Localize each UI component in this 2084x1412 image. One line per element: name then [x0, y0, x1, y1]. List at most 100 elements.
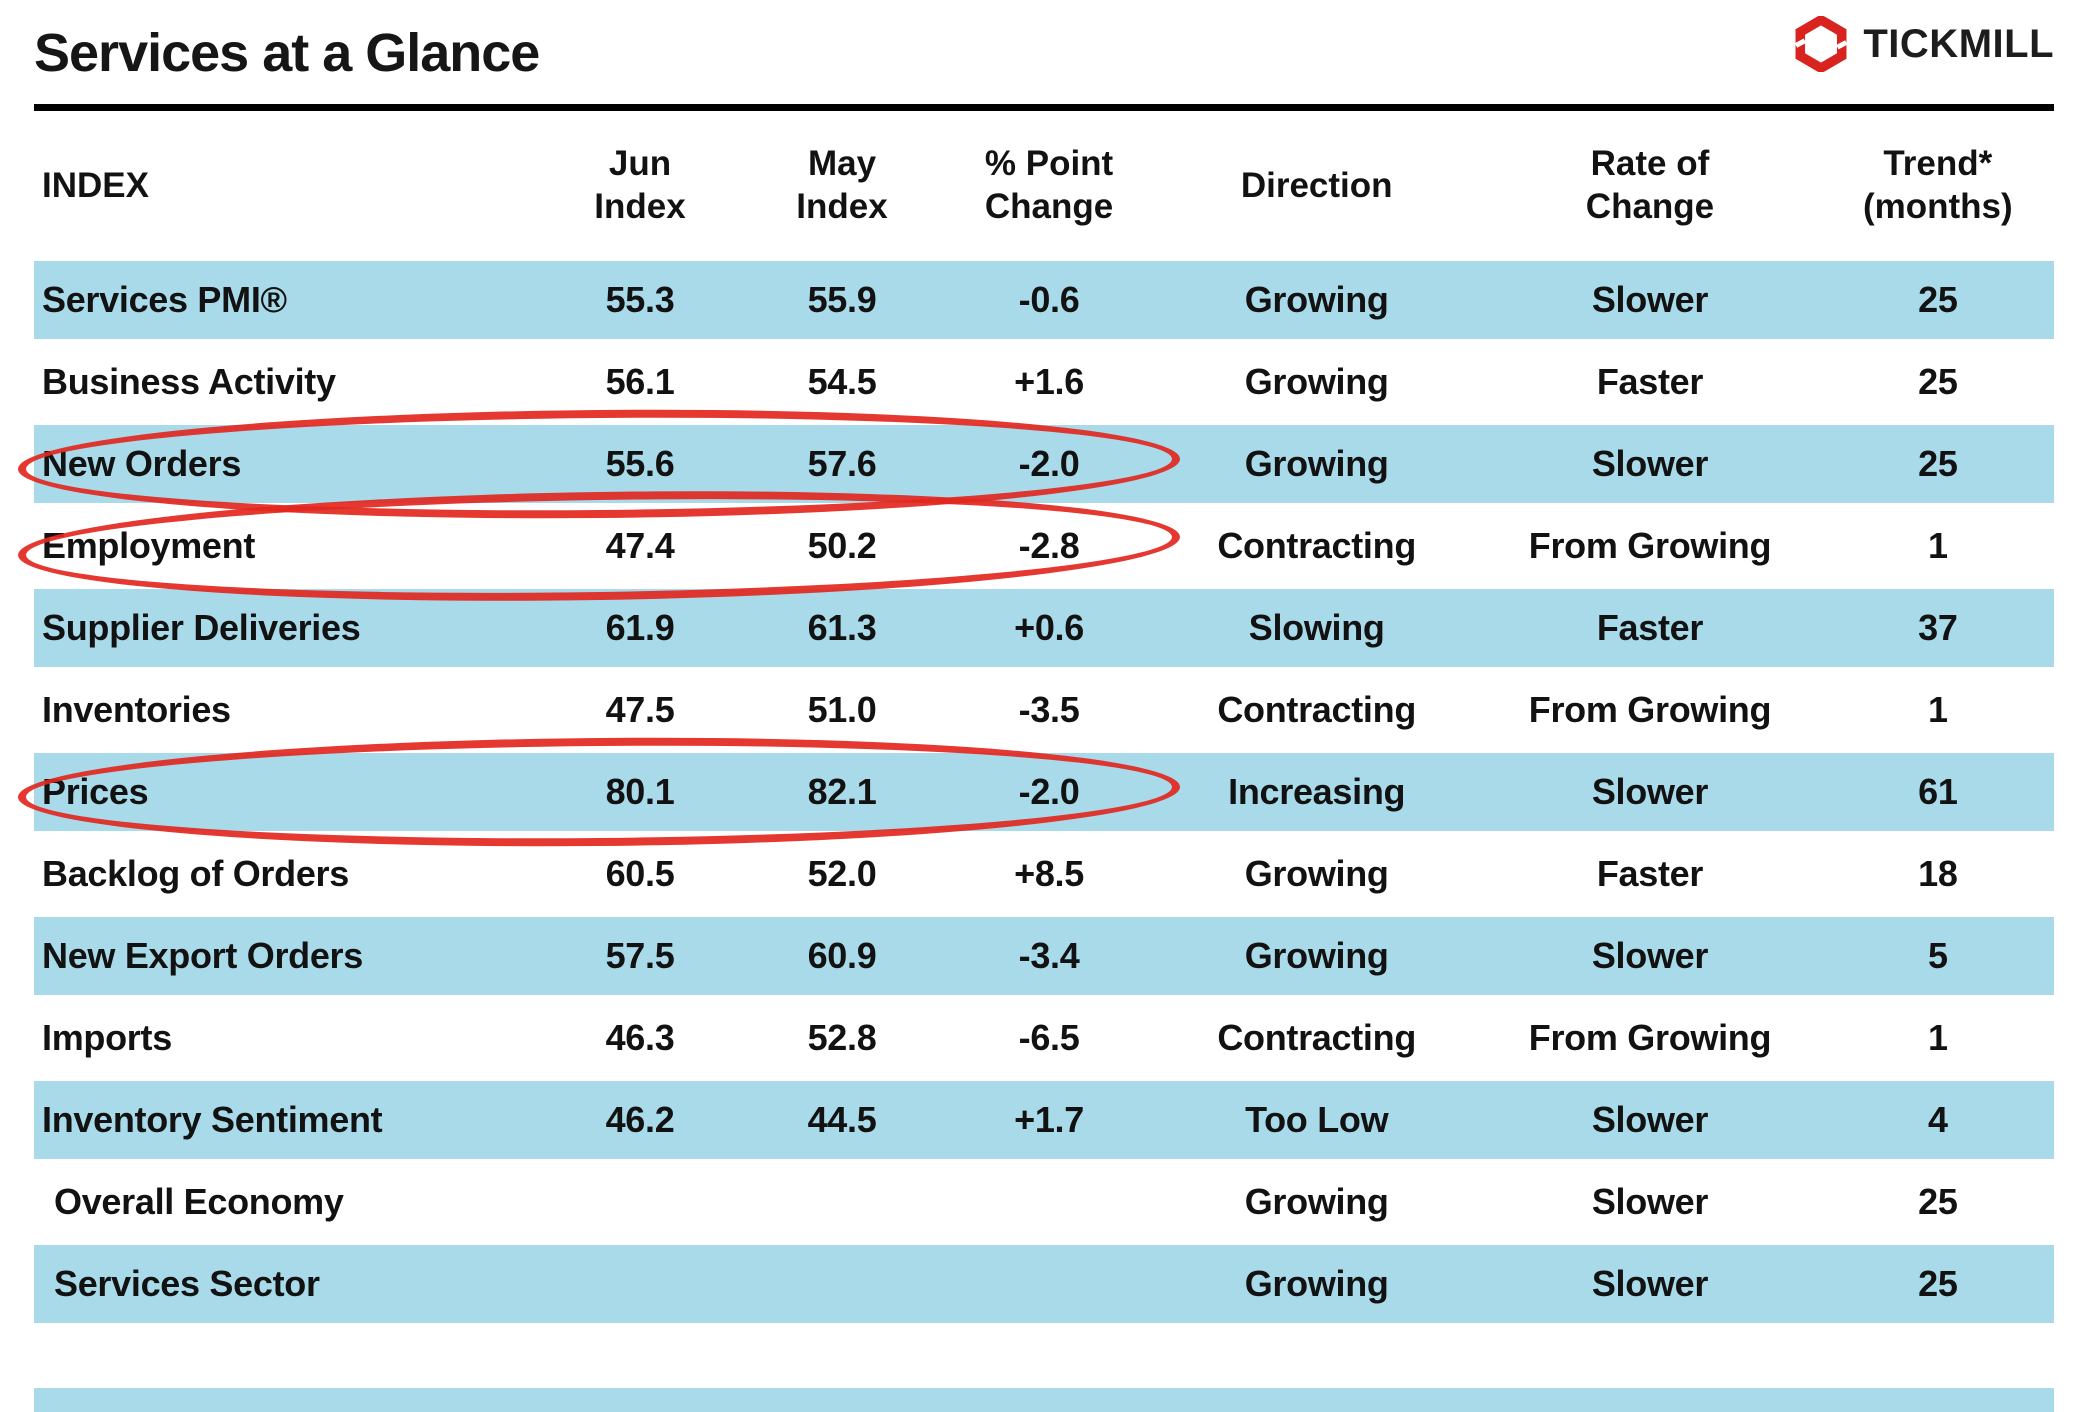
table-row-overall-economy: Overall Economy Growing Slower 25: [34, 1163, 2054, 1241]
cell-index: Inventory Sentiment: [42, 1099, 383, 1140]
header-line: Jun: [608, 144, 672, 184]
cell-jun: 47.4: [605, 525, 675, 566]
cell-rate: Slower: [1591, 1263, 1709, 1304]
column-header-trend-months: Trend* (months): [1822, 143, 2054, 228]
column-header-direction: Direction: [1155, 165, 1478, 208]
cell-jun: 46.3: [605, 1017, 675, 1058]
cell-index: Employment: [42, 525, 256, 566]
cell-trend: 25: [1918, 443, 1958, 484]
table-row-business-activity: Business Activity 56.1 54.5 +1.6 Growing Fast…: [34, 343, 2054, 421]
cell-change: -6.5: [1018, 1017, 1080, 1058]
cell-jun: 61.9: [605, 607, 675, 648]
cell-rate: From Growing: [1528, 689, 1772, 730]
cell-change: -3.4: [1018, 935, 1080, 976]
services-table: INDEX Jun Index May Index % Point Change…: [17, 111, 2054, 1327]
cell-may: 50.2: [807, 525, 877, 566]
cell-rate: Slower: [1591, 1181, 1709, 1222]
bottom-accent-strip: [34, 1388, 2054, 1412]
header-line: Trend*: [1883, 144, 1993, 184]
table-row-backlog-of-orders: Backlog of Orders 60.5 52.0 +8.5 Growing Fast…: [34, 835, 2054, 913]
cell-change: -2.0: [1018, 443, 1080, 484]
cell-direction: Increasing: [1228, 771, 1406, 812]
table-row-inventories: Inventories 47.5 51.0 -3.5 Contracting From G…: [34, 671, 2054, 749]
header-line: Direction: [1240, 165, 1393, 205]
cell-may: 57.6: [807, 443, 877, 484]
cell-rate: Slower: [1591, 1099, 1709, 1140]
cell-change: -3.5: [1018, 689, 1080, 730]
tickmill-logo-text: TICKMILL: [1863, 21, 2054, 66]
cell-direction: Contracting: [1217, 689, 1417, 730]
cell-change: -0.6: [1018, 279, 1080, 320]
cell-change: -2.0: [1018, 771, 1080, 812]
page-title: Services at a Glance: [34, 23, 540, 83]
table-row-new-export-orders: New Export Orders 57.5 60.9 -3.4 Growing Slow…: [34, 917, 2054, 995]
cell-change: +1.7: [1014, 1099, 1084, 1140]
header-divider: [34, 104, 2054, 111]
cell-change: -2.8: [1018, 525, 1080, 566]
cell-trend: 5: [1927, 935, 1948, 976]
table-row-prices: Prices 80.1 82.1 -2.0 Increasing Slower 61: [34, 753, 2054, 831]
cell-jun: 57.5: [605, 935, 675, 976]
cell-may: 51.0: [807, 689, 877, 730]
cell-may: 44.5: [807, 1099, 877, 1140]
table-row-services-sector: Services Sector Growing Slower 25: [34, 1245, 2054, 1323]
cell-rate: Slower: [1591, 279, 1709, 320]
cell-rate: Slower: [1591, 771, 1709, 812]
cell-trend: 4: [1927, 1099, 1948, 1140]
cell-index: Services Sector: [54, 1263, 320, 1304]
cell-index: New Orders: [42, 443, 242, 484]
cell-trend: 1: [1927, 1017, 1948, 1058]
cell-direction: Growing: [1244, 1263, 1389, 1304]
cell-may: 55.9: [807, 279, 877, 320]
cell-index: Business Activity: [42, 361, 336, 402]
cell-direction: Growing: [1244, 279, 1389, 320]
cell-change: +8.5: [1014, 853, 1084, 894]
header-line: Index: [796, 187, 888, 226]
cell-trend: 25: [1918, 1263, 1958, 1304]
cell-direction: Growing: [1244, 443, 1389, 484]
header-line: % Point: [984, 144, 1114, 184]
column-header-index: INDEX: [34, 165, 539, 208]
cell-direction: Growing: [1244, 853, 1389, 894]
cell-trend: 25: [1918, 361, 1958, 402]
cell-direction: Growing: [1244, 935, 1389, 976]
cell-trend: 25: [1918, 1181, 1958, 1222]
cell-may: 61.3: [807, 607, 877, 648]
cell-trend: 37: [1918, 607, 1958, 648]
cell-may: 60.9: [807, 935, 877, 976]
cell-index: New Export Orders: [42, 935, 363, 976]
cell-may: 82.1: [807, 771, 877, 812]
cell-rate: From Growing: [1528, 525, 1772, 566]
cell-jun: 80.1: [605, 771, 675, 812]
cell-rate: Faster: [1596, 853, 1704, 894]
header-line: Rate of: [1590, 144, 1710, 184]
cell-may: 52.8: [807, 1017, 877, 1058]
cell-index: Prices: [42, 771, 149, 812]
tickmill-logo: TICKMILL: [1793, 14, 2054, 72]
cell-trend: 61: [1918, 771, 1958, 812]
cell-index: Supplier Deliveries: [42, 607, 361, 648]
cell-jun: 46.2: [605, 1099, 675, 1140]
cell-rate: From Growing: [1528, 1017, 1772, 1058]
cell-jun: 55.3: [605, 279, 675, 320]
cell-jun: 56.1: [605, 361, 675, 402]
tickmill-hexagon-icon: [1795, 16, 1848, 72]
cell-trend: 1: [1927, 525, 1948, 566]
header-line: Index: [594, 187, 686, 226]
cell-rate: Slower: [1591, 443, 1709, 484]
cell-may: 54.5: [807, 361, 877, 402]
header-line: Change: [1585, 187, 1715, 226]
header-line: (months): [1862, 187, 2013, 226]
cell-jun: 55.6: [605, 443, 675, 484]
table-body: Services PMI® 55.3 55.9 -0.6 Growing Slower 25…: [34, 261, 2054, 1323]
column-header-jun-index: Jun Index: [539, 143, 741, 228]
cell-index: Inventories: [42, 689, 231, 730]
header-line: Change: [984, 187, 1114, 226]
cell-index: Services PMI®: [42, 279, 287, 320]
cell-trend: 18: [1918, 853, 1958, 894]
column-header-may-index: May Index: [741, 143, 943, 228]
cell-direction: Slowing: [1248, 607, 1385, 648]
table-row-imports: Imports 46.3 52.8 -6.5 Contracting From Growi…: [34, 999, 2054, 1077]
cell-direction: Too Low: [1245, 1099, 1389, 1140]
cell-trend: 1: [1927, 689, 1948, 730]
